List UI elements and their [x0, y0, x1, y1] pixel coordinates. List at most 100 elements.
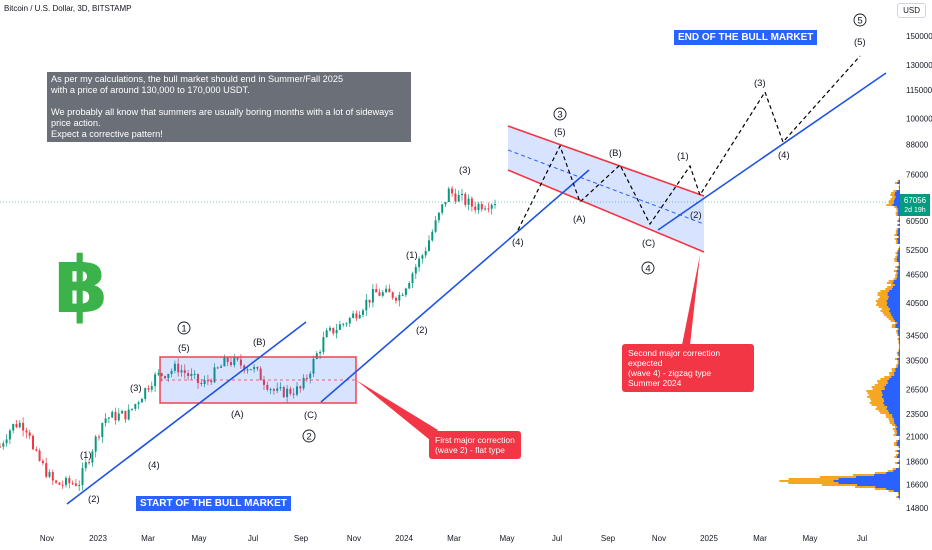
candle-body — [51, 472, 54, 481]
volume-bar — [887, 406, 900, 408]
candle-body — [424, 250, 427, 256]
volume-bar — [884, 388, 900, 390]
volume-bar — [893, 200, 900, 202]
y-tick-label: 30500 — [906, 357, 929, 366]
candle-body — [45, 463, 48, 477]
wave-label: (C) — [642, 238, 655, 249]
candle-body — [213, 367, 216, 383]
candle-body — [127, 409, 130, 420]
volume-bar — [838, 482, 900, 484]
volume-bar — [887, 380, 900, 382]
callout-line: (wave 4) - zigzag type — [628, 368, 712, 378]
candle-body — [444, 201, 447, 205]
start-bull-market-label: START OF THE BULL MARKET — [136, 496, 291, 511]
volume-bar — [897, 330, 900, 332]
x-tick-label: 2024 — [395, 534, 413, 543]
candle-body — [362, 310, 364, 315]
currency-button[interactable]: USD — [897, 3, 926, 18]
candle-body — [272, 389, 275, 391]
candle-body — [319, 351, 322, 354]
x-tick-label: Nov — [652, 534, 666, 543]
volume-bar — [896, 270, 900, 272]
wave-label: (2) — [88, 494, 100, 505]
candle-body — [388, 288, 391, 293]
y-tick-label: 18600 — [906, 457, 929, 466]
candle-body — [78, 485, 81, 487]
candle-body — [147, 388, 150, 390]
candle-body — [170, 370, 173, 374]
candle-body — [239, 359, 242, 366]
candle-body — [38, 450, 41, 461]
candle-body — [484, 208, 487, 210]
last-price-value: 67056 — [904, 196, 927, 205]
wave-labels: (1) (2) (3) (4) (5) (A) (B) (C) (1) (2) … — [80, 37, 866, 505]
note-line: We probably all know that summers are us… — [51, 107, 394, 128]
volume-bar — [893, 372, 900, 374]
volume-bar — [855, 476, 900, 478]
trendline-3 — [657, 72, 887, 231]
wave-label: (5) — [554, 127, 566, 138]
candle-body — [358, 314, 361, 319]
candle-body — [490, 204, 493, 209]
volume-bar — [891, 376, 900, 378]
candle-body — [167, 373, 170, 379]
candle-body — [233, 357, 236, 366]
second-correction-callout: Second major correction expected (wave 4… — [622, 344, 754, 392]
major-waves: 1 2 3 4 5 — [177, 13, 867, 443]
candle-body — [494, 204, 496, 206]
candle-body — [74, 483, 77, 486]
candle-body — [332, 327, 335, 334]
volume-bar — [896, 278, 900, 280]
x-tick-label: Mar — [447, 534, 461, 543]
volume-bar — [899, 186, 900, 188]
wave-label: (3) — [459, 165, 471, 176]
candle-body — [395, 297, 397, 301]
candle-body — [25, 430, 28, 433]
candle-body — [253, 367, 256, 370]
y-tick-label: 150000 — [906, 32, 932, 41]
wave-label: (B) — [253, 337, 266, 348]
candle-body — [256, 367, 259, 369]
x-tick-label: 2025 — [700, 534, 718, 543]
candle-body — [61, 484, 64, 486]
volume-bar — [894, 422, 900, 424]
volume-bar — [897, 242, 900, 244]
candle-body — [177, 363, 180, 373]
volume-bar — [889, 378, 900, 380]
volume-bar — [897, 358, 900, 360]
wave-label: (A) — [231, 409, 244, 420]
y-tick-label: 88000 — [906, 141, 929, 150]
candle-body — [193, 373, 196, 375]
volume-bar — [892, 286, 900, 288]
volume-bar — [899, 344, 900, 346]
candle-body — [305, 377, 308, 379]
volume-bar — [881, 390, 900, 392]
projected-path — [517, 55, 861, 231]
channel-upper — [507, 125, 705, 197]
candle-body — [157, 373, 160, 375]
volume-bar — [897, 462, 900, 464]
candle-body — [315, 353, 318, 359]
wave-label: (A) — [573, 214, 586, 225]
volume-bar — [875, 486, 900, 488]
volume-bar — [898, 332, 900, 334]
candle-body — [101, 423, 104, 437]
candle-body — [32, 435, 34, 450]
candle-body — [246, 369, 249, 371]
candle-body — [441, 204, 444, 213]
candle-body — [180, 370, 183, 373]
wave-label: (1) — [677, 151, 689, 162]
volume-bar — [874, 474, 900, 476]
y-tick-label: 26500 — [906, 385, 929, 394]
volume-bar — [899, 460, 900, 462]
volume-bar — [888, 296, 900, 298]
volume-bar — [887, 292, 900, 294]
volume-bar — [897, 230, 900, 232]
analysis-note: As per my calculations, the bull market … — [47, 72, 411, 142]
volume-bar — [884, 400, 900, 402]
candle-body — [223, 357, 226, 367]
volume-bar — [897, 454, 900, 456]
volume-bar — [898, 352, 900, 354]
symbol-title: Bitcoin / U.S. Dollar, 3D, BITSTAMP — [4, 4, 132, 13]
